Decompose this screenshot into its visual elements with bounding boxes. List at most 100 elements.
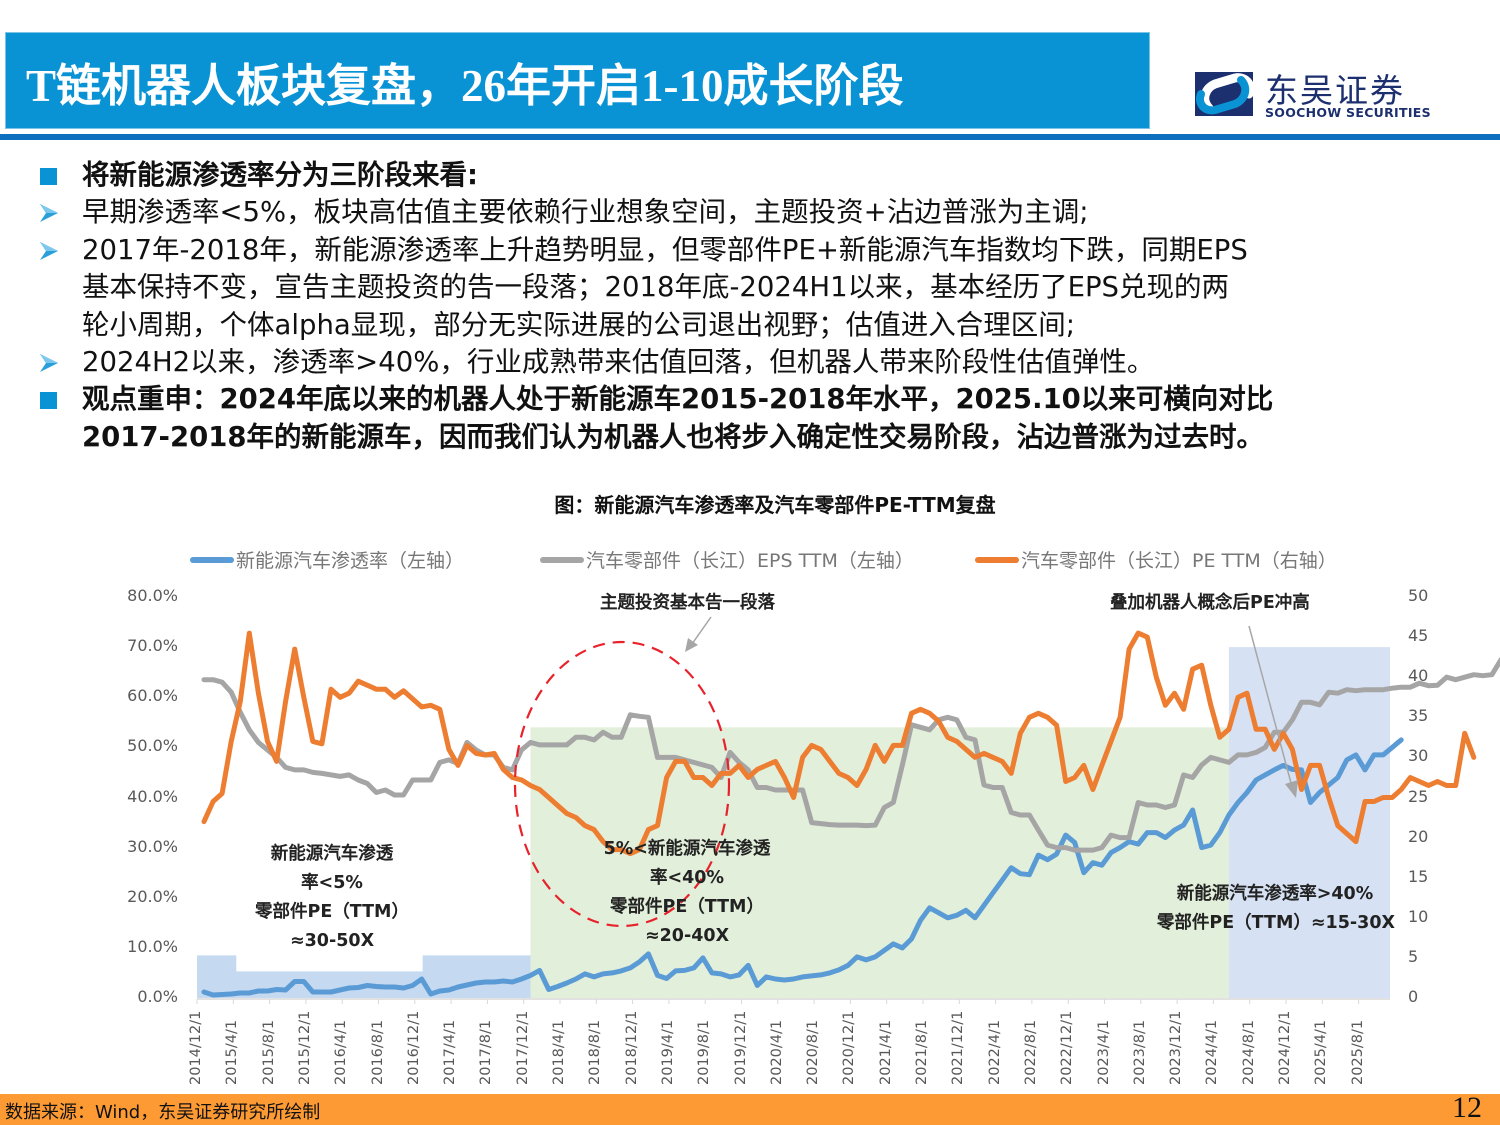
annotation-stage1: 新能源汽车渗透 率<5% 零部件PE（TTM） ≈30-50X bbox=[247, 840, 417, 956]
annotation-line: ≈30-50X bbox=[289, 931, 375, 951]
body-line: 2017-2018年的新能源车，因而我们认为机器人也将步入确定性交易阶段，沾边普… bbox=[82, 420, 1264, 453]
series-line-penetration bbox=[201, 737, 1404, 998]
annotation-line: 新能源汽车渗透率>40% bbox=[1176, 884, 1374, 904]
legend-swatch-gray bbox=[540, 556, 584, 563]
y-right-tick-label: 40 bbox=[1408, 666, 1429, 686]
square-bullet-icon bbox=[40, 168, 57, 185]
annotation-line: 率<40% bbox=[649, 868, 725, 888]
x-tick-label: 2016/12/1 bbox=[405, 1010, 422, 1085]
x-tick-label: 2015/8/1 bbox=[260, 1019, 277, 1085]
highlight-ellipse bbox=[513, 640, 731, 928]
y-right-tick-label: 25 bbox=[1408, 786, 1429, 806]
shaded-region-stage3 bbox=[1228, 647, 1390, 998]
body-line: 早期渗透率<5%，板块高估值主要依赖行业想象空间，主题投资+沾边普涨为主调; bbox=[82, 196, 1089, 229]
legend-label: 汽车零部件（长江）PE TTM（右轴） bbox=[1021, 550, 1337, 572]
header-divider bbox=[0, 134, 1500, 140]
annotation-line: ≈20-40X bbox=[644, 926, 730, 946]
logo-cn-text: 东吴证券 bbox=[1265, 71, 1405, 110]
x-tick-label: 2022/12/1 bbox=[1059, 1010, 1076, 1085]
arrow-bullet-icon bbox=[40, 241, 58, 260]
y-right-tick-label: 45 bbox=[1408, 626, 1429, 646]
annotation-line: 率<5% bbox=[301, 873, 363, 893]
y-right-tick-label: 35 bbox=[1408, 706, 1429, 726]
x-tick-label: 2022/8/1 bbox=[1022, 1019, 1039, 1085]
x-tick-label: 2024/4/1 bbox=[1204, 1019, 1221, 1085]
annotation-arrow-line bbox=[1248, 625, 1292, 784]
annotation-arrow-line bbox=[691, 616, 712, 645]
x-tick-label: 2020/12/1 bbox=[841, 1010, 858, 1085]
series-line-pe bbox=[201, 630, 1477, 857]
body-line: 2017年-2018年，新能源渗透率上升趋势明显，但零部件PE+新能源汽车指数均… bbox=[82, 233, 1248, 266]
y-left-tick-label: 0.0% bbox=[137, 987, 178, 1006]
x-tick-label: 2017/4/1 bbox=[442, 1019, 459, 1085]
legend-item-eps: 汽车零部件（长江）EPS TTM（左轴） bbox=[540, 546, 914, 573]
y-left-tick-label: 40.0% bbox=[127, 786, 178, 806]
x-tick-label: 2017/8/1 bbox=[478, 1019, 495, 1085]
x-tick-label: 2018/8/1 bbox=[587, 1019, 604, 1085]
series-line-eps bbox=[201, 657, 1500, 853]
legend-label: 汽车零部件（长江）EPS TTM（左轴） bbox=[586, 550, 914, 572]
body-line: 2024H2以来，渗透率>40%，行业成熟带来估值回落，但机器人带来阶段性估值弹… bbox=[82, 346, 1155, 378]
arrow-bullet-icon bbox=[40, 354, 58, 372]
arrow-head-icon bbox=[1285, 780, 1298, 798]
x-tick-label: 2019/12/1 bbox=[732, 1010, 749, 1085]
x-tick-label: 2016/4/1 bbox=[333, 1019, 350, 1085]
y-left-tick-label: 20.0% bbox=[127, 886, 178, 906]
title-banner: T链机器人板块复盘，26年开启1-10成长阶段 bbox=[5, 32, 1150, 129]
x-tick-label: 2018/4/1 bbox=[551, 1019, 567, 1085]
x-tick-label: 2023/12/1 bbox=[1168, 1010, 1185, 1085]
x-tick-label: 2020/4/1 bbox=[768, 1019, 785, 1085]
data-source: 数据来源：Wind，东吴证券研究所绘制 bbox=[5, 1102, 321, 1123]
y-right-tick-label: 15 bbox=[1408, 866, 1429, 886]
x-tick-label: 2025/4/1 bbox=[1313, 1019, 1330, 1085]
annotation-line: 零部件PE（TTM） bbox=[255, 902, 409, 922]
legend-label: 新能源汽车渗透率（左轴） bbox=[236, 550, 465, 572]
x-tick-label: 2017/12/1 bbox=[514, 1010, 531, 1085]
x-tick-label: 2019/4/1 bbox=[659, 1019, 676, 1085]
y-left-tick-label: 50.0% bbox=[127, 736, 178, 756]
y-left-tick-label: 60.0% bbox=[127, 686, 178, 706]
y-left-tick-label: 10.0% bbox=[127, 936, 178, 956]
figure-title: 图：新能源汽车渗透率及汽车零部件PE-TTM复盘 bbox=[554, 493, 996, 517]
y-right-tick-label: 30 bbox=[1408, 746, 1429, 766]
y-right-tick-label: 10 bbox=[1408, 906, 1429, 926]
legend-swatch-blue bbox=[190, 556, 234, 563]
x-tick-label: 2016/8/1 bbox=[369, 1019, 386, 1085]
x-tick-label: 2015/12/1 bbox=[296, 1010, 313, 1085]
body-line: 轮小周期，个体alpha显现，部分无实际进展的公司退出视野；估值进入合理区间; bbox=[82, 308, 1075, 341]
y-right-tick-label: 5 bbox=[1408, 946, 1419, 966]
x-tick-label: 2020/8/1 bbox=[805, 1019, 822, 1085]
logo-en-text: SOOCHOW SECURITIES bbox=[1265, 105, 1431, 120]
y-left-tick-label: 70.0% bbox=[127, 636, 178, 656]
soochow-logo-icon bbox=[1195, 72, 1255, 116]
x-tick-label: 2014/12/1 bbox=[188, 1010, 204, 1085]
x-tick-label: 2021/4/1 bbox=[877, 1019, 894, 1085]
annotation-theme-end: 主题投资基本告一段落 bbox=[600, 593, 775, 613]
body-line: 基本保持不变，宣告主题投资的告一段落；2018年底-2024H1以来，基本经历了… bbox=[82, 271, 1229, 304]
x-tick-label: 2022/4/1 bbox=[986, 1019, 1003, 1085]
y-left-tick-label: 80.0% bbox=[127, 586, 178, 605]
y-right-tick-label: 0 bbox=[1408, 987, 1419, 1006]
body-line: 将新能源渗透率分为三阶段来看: bbox=[82, 159, 478, 191]
arrow-head-icon bbox=[685, 638, 698, 652]
soochow-logo: 东吴证券 SOOCHOW SECURITIES bbox=[1193, 68, 1433, 123]
square-bullet-icon bbox=[40, 392, 57, 410]
y-left-tick-label: 30.0% bbox=[127, 836, 178, 856]
x-tick-label: 2015/4/1 bbox=[224, 1019, 241, 1085]
body-line: 观点重申：2024年底以来的机器人处于新能源车2015-2018年水平，2025… bbox=[82, 383, 1274, 416]
annotation-line: 零部件PE（TTM） bbox=[610, 897, 764, 917]
legend-item-penetration: 新能源汽车渗透率（左轴） bbox=[190, 546, 464, 573]
x-tick-label: 2024/8/1 bbox=[1240, 1019, 1257, 1085]
footer-bar: 数据来源：Wind，东吴证券研究所绘制 12 bbox=[0, 1091, 1500, 1125]
x-tick-label: 2024/12/1 bbox=[1277, 1010, 1293, 1085]
annotation-robot-pe: 叠加机器人概念后PE冲高 bbox=[1110, 593, 1310, 613]
x-tick-label: 2019/8/1 bbox=[696, 1019, 713, 1085]
x-tick-label: 2018/12/1 bbox=[623, 1010, 640, 1085]
x-tick-label: 2021/12/1 bbox=[950, 1010, 967, 1085]
page-title: T链机器人板块复盘，26年开启1-10成长阶段 bbox=[26, 61, 904, 111]
y-right-tick-label: 20 bbox=[1408, 826, 1429, 846]
page-number: 12 bbox=[1452, 1091, 1482, 1124]
annotation-line: 零部件PE（TTM）≈15-30X bbox=[1156, 913, 1395, 933]
annotation-line: 新能源汽车渗透 bbox=[270, 844, 394, 864]
